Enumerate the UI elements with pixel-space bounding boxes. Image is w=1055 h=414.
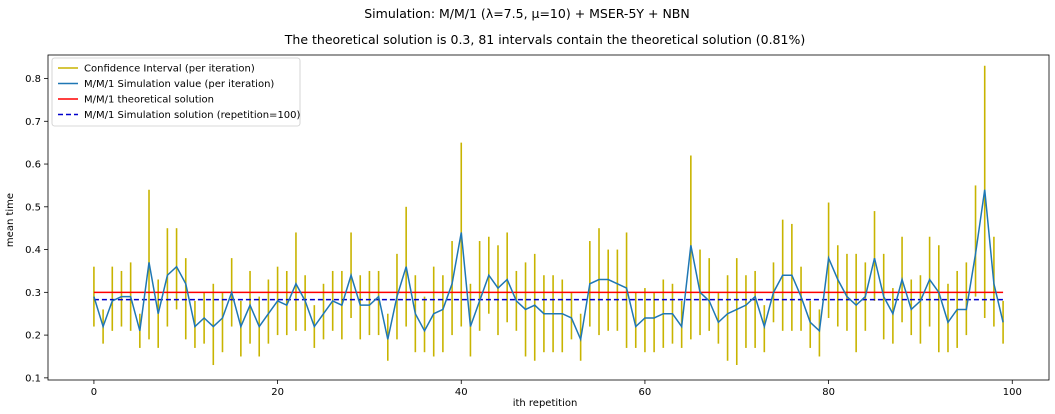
y-tick-label: 0.1 — [25, 373, 41, 384]
axes: 0 20 40 60 80 100 0.1 0.2 0.3 0.4 0.5 0.6 0.7 0.8 — [25, 54, 1050, 398]
y-tick-label: 0.4 — [25, 245, 41, 256]
legend-label: M/M/1 Simulation solution (repetition=10… — [84, 110, 301, 121]
plot-frame — [47, 54, 1050, 381]
legend-label: M/M/1 Simulation value (per iteration) — [84, 79, 274, 90]
legend-label: Confidence Interval (per iteration) — [84, 64, 255, 75]
y-tick-label: 0.8 — [25, 74, 41, 85]
x-tick-label: 100 — [1003, 387, 1022, 398]
legend-box — [51, 57, 301, 127]
y-tick-label: 0.6 — [25, 160, 41, 171]
chart-title: The theoretical solution is 0.3, 81 inte… — [284, 32, 805, 47]
y-tick-label: 0.5 — [25, 202, 41, 213]
y-tick-label: 0.7 — [25, 117, 41, 128]
simulation-value-line — [93, 189, 1004, 343]
legend-label: M/M/1 theoretical solution — [84, 95, 214, 106]
x-tick-label: 80 — [822, 387, 835, 398]
plot-marks — [93, 65, 1004, 366]
y-tick-label: 0.3 — [25, 288, 41, 299]
chart-suptitle: Simulation: M/M/1 (λ=7.5, μ=10) + MSER-5… — [364, 6, 689, 21]
x-tick-label: 40 — [455, 387, 468, 398]
y-axis-label: mean time — [5, 193, 16, 247]
x-tick-label: 20 — [271, 387, 284, 398]
y-tick-label: 0.2 — [25, 331, 41, 342]
legend: Confidence Interval (per iteration) M/M/1… — [51, 57, 301, 127]
x-tick-label: 0 — [91, 387, 97, 398]
x-tick-label: 60 — [639, 387, 652, 398]
x-axis-label: ith repetition — [513, 398, 578, 409]
